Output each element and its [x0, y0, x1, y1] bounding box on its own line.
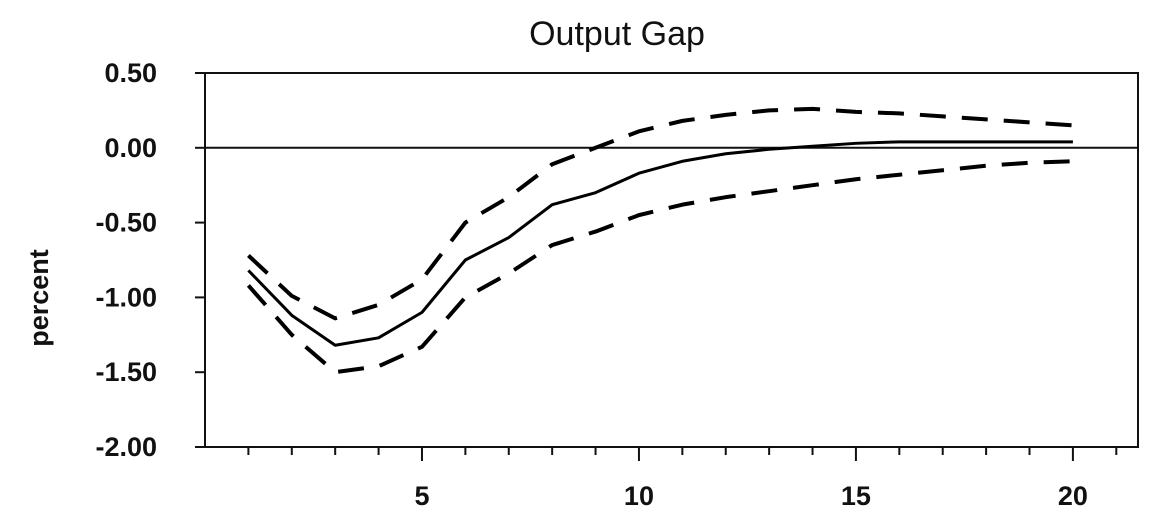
tick-label-layer: 5 10 15 20 0.50 0.00 -0.50 -1.00 -1.50 -2.00: [95, 58, 1087, 511]
x-tick-label: 10: [624, 481, 654, 511]
y-axis-label: percent: [24, 249, 54, 347]
x-tick-label: 20: [1058, 481, 1088, 511]
y-tick-label: -0.50: [95, 208, 157, 238]
y-tick-label: -2.00: [95, 432, 157, 462]
chart-title: Output Gap: [529, 15, 705, 53]
plot-frame: [204, 72, 1139, 448]
y-tick-label: -1.00: [95, 282, 157, 312]
y-tick-label: -1.50: [95, 357, 157, 387]
y-tick-label: 0.00: [104, 133, 157, 163]
impulse-response-line: [247, 140, 1073, 347]
x-tick-label: 15: [841, 481, 871, 511]
y-tick-label: 0.50: [104, 58, 157, 88]
confidence-band-line: [247, 106, 1074, 321]
x-tick-label: 5: [414, 481, 429, 511]
confidence-band-line: [246, 159, 1073, 375]
series-layer: [246, 106, 1074, 375]
tick-layer: [195, 72, 1138, 461]
